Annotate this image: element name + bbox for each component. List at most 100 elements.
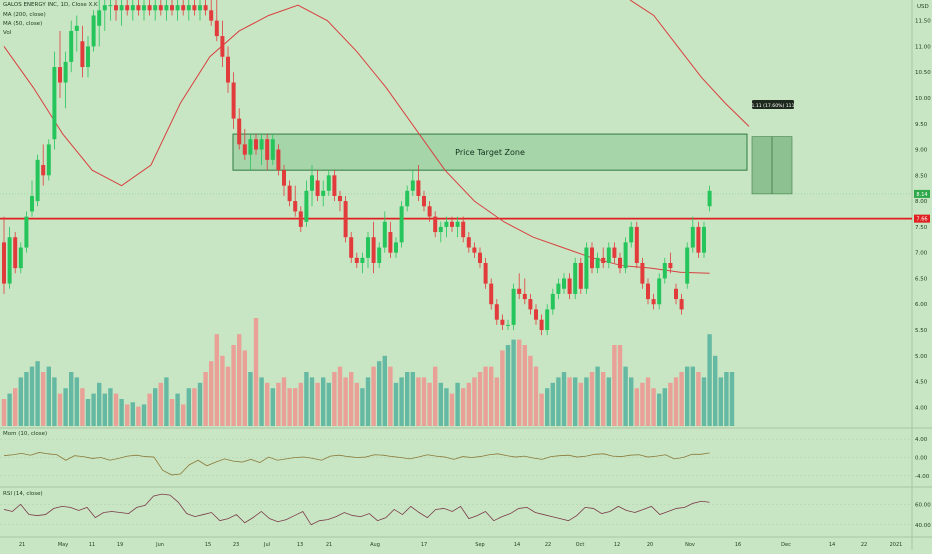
y-tick-label: 7.50 <box>915 225 928 231</box>
volume-bar <box>601 372 606 426</box>
y-tick-label: 6.50 <box>915 276 928 282</box>
y-tick-label: 11.50 <box>915 19 931 25</box>
volume-bar <box>455 382 460 426</box>
volume-bar <box>337 366 343 426</box>
volume-bar <box>589 372 595 426</box>
candle-body <box>438 226 443 233</box>
candle-body <box>388 232 393 253</box>
candle-body <box>472 247 477 253</box>
candle-body <box>646 283 650 300</box>
volume-bar <box>169 399 175 426</box>
candle-body <box>595 257 600 269</box>
rsi-tick-label: 40.00 <box>915 523 931 529</box>
candle-body <box>270 139 275 160</box>
candle-body <box>315 180 320 196</box>
volume-bar <box>701 377 707 426</box>
candle-body <box>422 195 426 207</box>
volume-bar <box>354 382 359 426</box>
volume-bar <box>438 382 443 426</box>
x-tick-label: Aug <box>370 542 380 548</box>
x-tick-label: 19 <box>117 542 123 548</box>
candle-body <box>545 309 550 331</box>
volume-bar <box>724 372 729 426</box>
volume-bar <box>539 393 544 426</box>
volume-bar <box>57 393 63 426</box>
volume-bar <box>556 377 561 426</box>
x-tick-label: 20 <box>647 542 653 548</box>
candle-body <box>702 226 706 253</box>
candle-body <box>455 221 460 227</box>
volume-bar <box>461 388 466 426</box>
volume-bar <box>573 377 578 426</box>
volume-bar <box>629 377 634 426</box>
candle-body <box>192 5 197 11</box>
volume-bar <box>29 366 35 426</box>
volume-bar <box>567 377 572 426</box>
candle-body <box>130 5 135 11</box>
candle-body <box>332 175 337 196</box>
volume-bar <box>175 393 180 426</box>
momentum-line <box>3 452 710 476</box>
candle-body <box>410 180 415 191</box>
volume-bar <box>685 366 690 426</box>
volume-bar <box>668 382 673 426</box>
candle-body <box>657 278 662 305</box>
last-price-tag-bg <box>914 189 930 198</box>
y-tick-label: 5.00 <box>915 354 928 360</box>
candle-body <box>494 304 499 320</box>
candle-body <box>550 293 555 310</box>
volume-bar <box>7 393 12 426</box>
volume-bar <box>421 377 427 426</box>
candle-body <box>511 288 516 325</box>
candle-body <box>366 237 370 258</box>
candle-body <box>556 283 561 294</box>
x-tick-label: 23 <box>233 542 239 548</box>
candle-body <box>304 190 309 222</box>
volume-bar <box>489 366 494 426</box>
candle-body <box>58 67 62 83</box>
candle-body <box>287 185 292 202</box>
candle-body <box>606 247 611 263</box>
y-tick-label: 8.50 <box>915 173 928 179</box>
volume-bar <box>97 382 102 426</box>
volume-bar <box>433 366 438 426</box>
volume-bar <box>657 393 662 426</box>
candle-body <box>13 237 18 269</box>
volume-bar <box>108 388 113 426</box>
volume-bar <box>293 388 298 426</box>
candle-body <box>489 283 494 305</box>
candle-body <box>298 211 303 227</box>
candle-body <box>629 226 634 243</box>
x-tick-label: 22 <box>861 542 867 548</box>
candle-body <box>450 221 454 227</box>
candle-body <box>590 247 594 269</box>
candle-body <box>248 139 253 155</box>
volume-bar <box>141 404 147 426</box>
volume-bar <box>718 377 723 426</box>
x-tick-label: Nov <box>685 542 695 548</box>
candle-body <box>276 149 281 171</box>
candle-body <box>478 252 482 263</box>
candle-body <box>444 221 449 227</box>
candle-body <box>382 221 387 248</box>
volume-bar <box>511 339 516 426</box>
candle-body <box>86 46 90 68</box>
candle-body <box>164 5 169 11</box>
x-tick-label: May <box>58 542 68 548</box>
candle-body <box>30 195 34 212</box>
volume-bar <box>393 382 399 426</box>
candle-body <box>623 242 628 269</box>
candle-body <box>562 278 566 289</box>
candle-body <box>119 5 124 11</box>
volume-bar <box>349 372 354 426</box>
candle-body <box>690 226 695 248</box>
candle-body <box>433 216 438 233</box>
x-tick-label: 13 <box>297 542 303 548</box>
volume-bar <box>500 350 505 426</box>
candle-body <box>466 237 471 248</box>
volume-bar <box>281 377 287 426</box>
candle-body <box>293 201 298 212</box>
momentum-tick-label: -4.00 <box>915 474 930 480</box>
